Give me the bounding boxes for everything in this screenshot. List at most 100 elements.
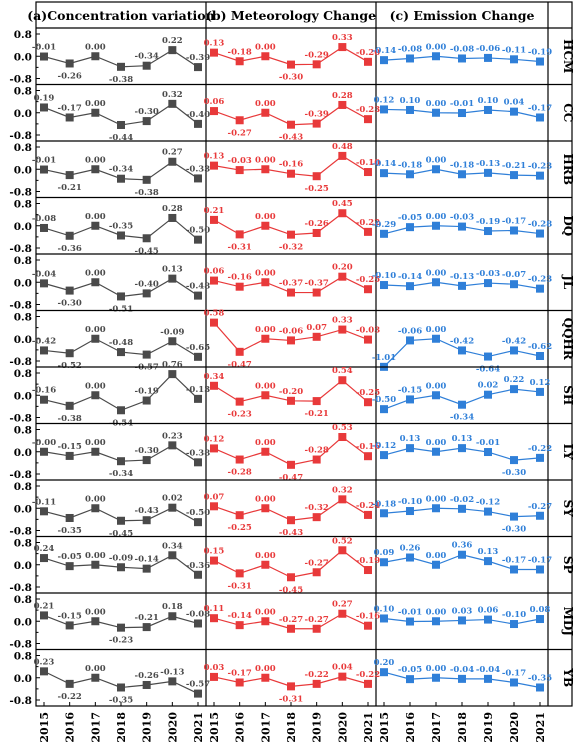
data-point — [65, 679, 74, 688]
data-label: -0.23 — [528, 162, 552, 172]
data-label: -0.27 — [305, 615, 329, 625]
data-label: -0.48 — [186, 282, 210, 292]
data-label: -0.26 — [58, 71, 82, 81]
data-label: -0.50 — [372, 395, 396, 405]
data-label: -0.12 — [372, 441, 396, 451]
data-label: 0.07 — [204, 492, 225, 502]
data-point — [91, 52, 100, 61]
data-point — [287, 60, 295, 69]
data-label: -0.48 — [109, 338, 133, 348]
data-label: 0.08 — [530, 605, 551, 615]
data-point — [210, 318, 218, 327]
data-label: -0.18 — [228, 47, 252, 57]
data-label: -0.47 — [279, 473, 303, 483]
data-point — [142, 516, 151, 525]
data-label: -0.50 — [186, 226, 210, 236]
data-label: -0.25 — [356, 388, 380, 398]
data-label: -0.05 — [398, 665, 422, 675]
data-label: -0.57 — [135, 363, 159, 373]
data-label: -0.08 — [32, 214, 56, 224]
data-label: 0.00 — [426, 551, 447, 561]
data-label: 0.06 — [204, 97, 225, 107]
data-point — [312, 119, 321, 128]
data-point — [210, 556, 218, 565]
data-point — [338, 609, 347, 618]
data-label: 0.00 — [85, 212, 106, 222]
data-point — [510, 565, 518, 574]
data-point — [168, 157, 177, 166]
data-label: -0.31 — [279, 694, 303, 704]
data-point — [432, 673, 440, 682]
data-label: 0.00 — [426, 212, 447, 222]
data-point — [210, 614, 218, 623]
data-point — [235, 57, 244, 66]
data-point — [235, 569, 244, 578]
y-tick-label: -0.8 — [9, 130, 32, 142]
data-label: -0.03 — [476, 269, 500, 279]
data-label: -0.64 — [476, 365, 500, 375]
data-label: -0.52 — [58, 361, 82, 371]
data-point — [261, 391, 270, 400]
data-point — [261, 447, 270, 456]
data-point — [432, 52, 440, 61]
y-tick-label: 0.0 — [14, 503, 32, 515]
data-label: -0.38 — [135, 188, 159, 198]
data-label: -0.14 — [398, 272, 422, 282]
data-label: 0.10 — [374, 604, 395, 614]
data-point — [235, 347, 244, 356]
data-point — [406, 170, 414, 179]
data-point — [287, 120, 295, 129]
data-point — [142, 564, 151, 573]
data-label: -0.21 — [305, 409, 329, 419]
data-label: -0.27 — [228, 128, 252, 138]
data-label: 0.24 — [34, 544, 55, 554]
data-point — [261, 504, 270, 513]
data-point — [210, 107, 218, 116]
data-label: 0.13 — [204, 39, 225, 49]
data-point — [65, 401, 74, 410]
data-point — [65, 621, 74, 630]
row-label-hrb: HRB — [561, 154, 574, 185]
data-label: 0.00 — [85, 438, 106, 448]
data-label: 0.00 — [426, 268, 447, 278]
y-tick-label: 0.0 — [14, 447, 32, 459]
data-point — [380, 668, 388, 677]
data-point — [210, 502, 218, 511]
data-label: -0.16 — [228, 273, 252, 283]
data-label: -0.32 — [305, 503, 329, 513]
data-point — [117, 563, 125, 572]
data-point — [261, 52, 270, 61]
data-point — [65, 451, 74, 460]
data-label: -0.43 — [135, 506, 159, 516]
data-label: 0.58 — [204, 309, 225, 319]
data-point — [91, 617, 100, 626]
data-label: -0.27 — [279, 615, 303, 625]
data-label: 0.00 — [426, 42, 447, 52]
data-label: -0.18 — [372, 499, 396, 509]
data-label: 0.00 — [426, 438, 447, 448]
data-point — [458, 281, 466, 290]
y-tick-label: 0.8 — [14, 368, 32, 380]
data-label: -0.22 — [356, 670, 380, 680]
data-point — [40, 165, 48, 174]
data-label: 0.48 — [332, 142, 353, 152]
data-label: -0.36 — [186, 561, 210, 571]
x-tick-label: 2016 — [234, 712, 247, 743]
row-label-hcm: HCM — [561, 39, 574, 73]
y-tick-label: 0.8 — [14, 425, 32, 437]
data-point — [142, 234, 151, 243]
y-tick-label: 0.0 — [14, 673, 32, 685]
y-tick-label: 0.8 — [14, 481, 32, 493]
data-point — [142, 680, 151, 689]
data-point — [364, 621, 372, 630]
data-point — [142, 456, 151, 465]
data-label: -0.19 — [356, 556, 380, 566]
data-label: -0.23 — [356, 105, 380, 115]
y-tick-label: 0.0 — [14, 390, 32, 402]
data-label: -0.00 — [32, 438, 56, 448]
data-label: 0.00 — [85, 268, 106, 278]
data-point — [40, 395, 48, 404]
data-label: 0.13 — [162, 265, 183, 275]
data-point — [65, 286, 74, 295]
data-label: -0.30 — [135, 446, 159, 456]
